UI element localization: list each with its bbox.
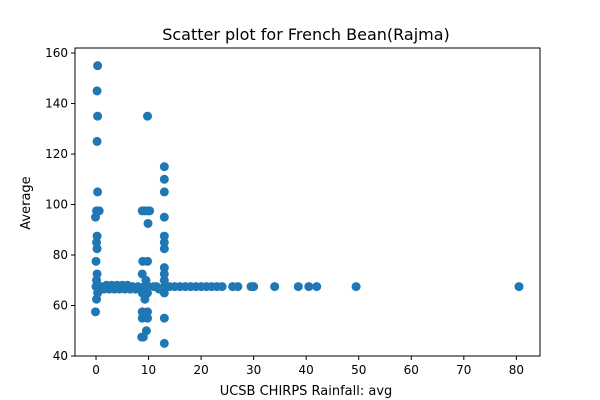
points-layer xyxy=(90,61,524,348)
x-tick-label: 70 xyxy=(456,363,471,377)
y-tick-label: 40 xyxy=(53,349,68,363)
data-point xyxy=(159,244,169,254)
data-point xyxy=(137,332,147,342)
chart-title: Scatter plot for French Bean(Rajma) xyxy=(162,25,450,44)
x-tick-label: 20 xyxy=(193,363,208,377)
y-tick-label: 160 xyxy=(45,46,68,60)
data-point xyxy=(92,244,102,254)
data-point xyxy=(143,111,153,121)
data-point xyxy=(159,313,169,323)
data-point xyxy=(90,307,100,317)
x-tick-label: 80 xyxy=(509,363,524,377)
data-point xyxy=(154,284,164,294)
y-tick-label: 80 xyxy=(53,248,68,262)
data-point xyxy=(93,111,103,121)
data-point xyxy=(159,275,169,285)
data-point xyxy=(145,206,155,216)
x-tick-label: 50 xyxy=(351,363,366,377)
data-point xyxy=(217,282,227,292)
x-tick-label: 30 xyxy=(246,363,261,377)
data-point xyxy=(143,307,153,317)
plot-frame xyxy=(74,47,541,357)
y-axis-label: Average xyxy=(19,176,34,229)
x-tick-label: 60 xyxy=(404,363,419,377)
data-point xyxy=(159,174,169,184)
data-point xyxy=(159,187,169,197)
data-point xyxy=(92,136,102,146)
data-point xyxy=(143,288,153,298)
data-point xyxy=(270,282,280,292)
data-point xyxy=(93,61,103,71)
y-tick-label: 100 xyxy=(45,198,68,212)
data-point xyxy=(159,237,169,247)
x-tick-label: 10 xyxy=(141,363,156,377)
data-point xyxy=(159,269,169,279)
x-tick-label: 40 xyxy=(299,363,314,377)
data-point xyxy=(141,326,151,336)
data-point xyxy=(159,263,169,273)
data-point xyxy=(233,282,243,292)
y-tick-label: 120 xyxy=(45,147,68,161)
data-point xyxy=(143,218,153,228)
data-point xyxy=(293,282,303,292)
data-point xyxy=(351,282,361,292)
data-point xyxy=(91,256,101,266)
data-point xyxy=(143,313,153,323)
y-tick-label: 140 xyxy=(45,97,68,111)
data-point xyxy=(92,294,102,304)
data-point xyxy=(123,280,133,290)
data-point xyxy=(159,162,169,172)
data-point xyxy=(143,256,153,266)
data-point xyxy=(90,212,100,222)
x-axis-label: UCSB CHIRPS Rainfall: avg xyxy=(220,384,393,399)
data-point xyxy=(514,282,524,292)
data-point xyxy=(249,282,259,292)
data-point xyxy=(92,86,102,96)
data-point xyxy=(159,231,169,241)
ticks-layer: 0 10 20 30 40 50 60 70 80 40 60 80 100 120 140 160 xyxy=(45,46,524,377)
x-tick-label: 0 xyxy=(92,363,100,377)
data-point xyxy=(130,284,140,294)
y-tick-label: 60 xyxy=(53,299,68,313)
data-point xyxy=(159,212,169,222)
data-point xyxy=(93,187,103,197)
data-point xyxy=(312,282,322,292)
data-point xyxy=(304,282,314,292)
data-point xyxy=(159,338,169,348)
